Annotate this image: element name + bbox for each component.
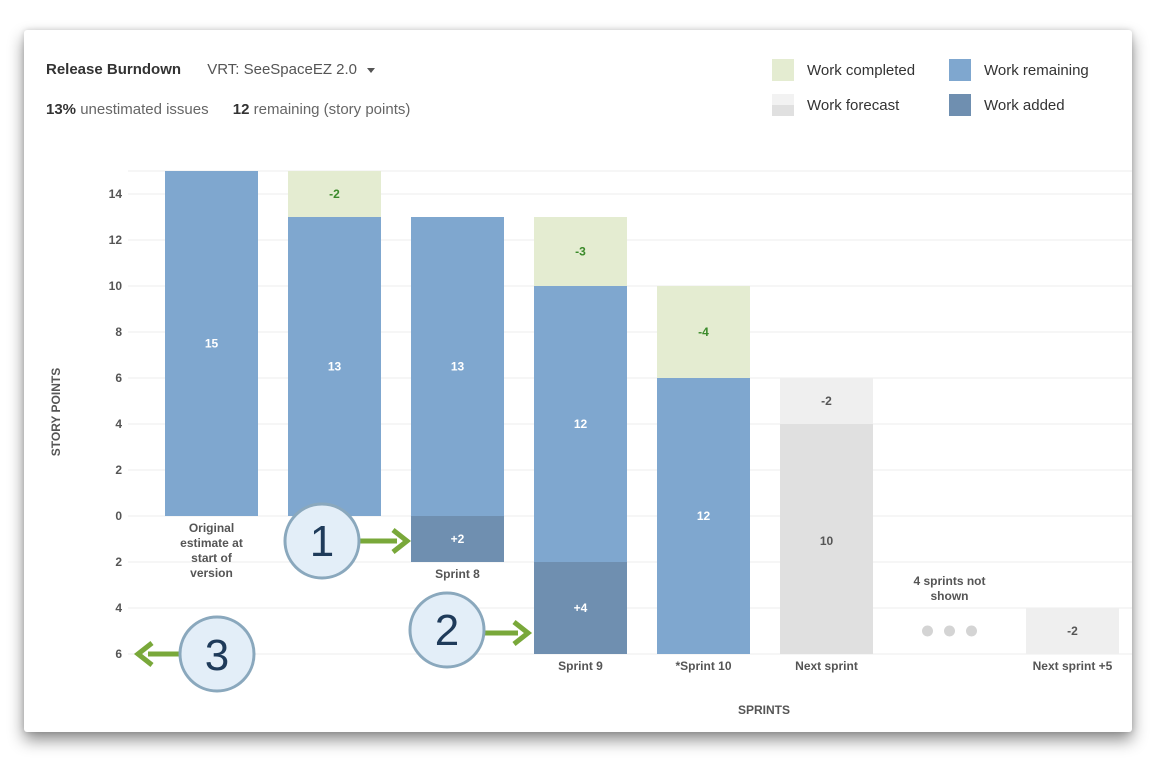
- callout-number-3: 3: [205, 631, 229, 680]
- legend-work-forecast: Work forecast: [772, 94, 899, 116]
- bar-value-label: -4: [698, 325, 709, 339]
- report-title: Release Burndown: [46, 61, 182, 78]
- bar-value-label: 12: [574, 417, 588, 431]
- bar-completed: [534, 217, 627, 286]
- version-selector[interactable]: VRT: SeeSpaceEZ 2.0: [207, 61, 358, 78]
- bar-value-label: -2: [1067, 624, 1078, 638]
- legend-label-remaining: Work remaining: [984, 61, 1089, 79]
- legend-swatch-added: [949, 94, 971, 116]
- legend-swatch-forecast: [772, 94, 794, 116]
- unestimated-percent: 13%: [46, 101, 77, 118]
- legend-label-completed: Work completed: [807, 61, 916, 79]
- bar-value-label: +2: [451, 532, 465, 546]
- x-category-label: Next sprint +5: [1033, 659, 1113, 673]
- x-category-label: Original: [189, 521, 234, 535]
- y-tick-label: 2: [115, 463, 122, 477]
- x-category-label: Sprint 9: [558, 659, 603, 673]
- bar-remaining: [411, 217, 504, 516]
- bar-value-label: -2: [329, 187, 340, 201]
- bar-remaining: [165, 171, 258, 516]
- bar-value-label: 15: [205, 337, 219, 351]
- bar-remaining: [534, 286, 627, 516]
- chevron-down-icon[interactable]: [367, 67, 376, 73]
- x-category-label: start of: [191, 551, 233, 565]
- report-title-row: Release Burndown VRT: SeeSpaceEZ 2.0: [46, 61, 376, 78]
- bar-value-label: -2: [821, 394, 832, 408]
- bar-forecast: [780, 516, 873, 654]
- remaining-label: remaining (story points): [253, 101, 411, 118]
- bar-remaining: [534, 516, 627, 562]
- bar-completed: [288, 171, 381, 217]
- bar-value-label: 13: [451, 360, 465, 374]
- callout-circle: [283, 502, 361, 580]
- callout-circle: [408, 591, 486, 669]
- legend-work-added: Work added: [949, 94, 1065, 116]
- y-tick-label: 6: [115, 371, 122, 385]
- x-axis-title: SPRINTS: [738, 703, 790, 717]
- callout-arrow: [391, 528, 412, 554]
- callout-arrow: [512, 620, 533, 646]
- x-category-label: Sprint 8: [435, 567, 480, 581]
- callout-number-1: 1: [310, 517, 334, 566]
- bar-completed: [657, 286, 750, 378]
- y-tick-label: 8: [115, 325, 122, 339]
- legend-work-remaining: Work remaining: [949, 59, 1089, 81]
- bar-value-label: 10: [820, 534, 834, 548]
- callout-circle: [178, 615, 256, 693]
- bar-value-label: 13: [328, 360, 342, 374]
- x-category-label: Next sprint: [795, 659, 858, 673]
- y-tick-label: 14: [109, 187, 123, 201]
- legend-label-forecast: Work forecast: [807, 96, 900, 114]
- bar-value-label: -3: [575, 245, 586, 259]
- callout-arrow: [133, 641, 154, 667]
- bar-forecast-completed: [780, 378, 873, 424]
- callout-number-2: 2: [435, 606, 459, 655]
- bar-forecast-completed: [1026, 608, 1119, 654]
- bar-remaining: [288, 217, 381, 516]
- x-category-label: version: [190, 566, 233, 580]
- legend-swatch-remaining: [949, 59, 971, 81]
- y-tick-label: 10: [109, 279, 123, 293]
- y-tick-label: 4: [115, 417, 122, 431]
- remaining-value: 12: [232, 101, 250, 118]
- legend-swatch-completed: [772, 59, 794, 81]
- unestimated-label: unestimated issues: [80, 101, 209, 118]
- y-tick-label: 0: [115, 509, 122, 523]
- legend-work-completed: Work completed: [772, 59, 915, 81]
- y-tick-label: 2: [115, 555, 122, 569]
- more-sprints-dot: [922, 625, 933, 637]
- bar-added: [534, 562, 627, 654]
- bar-remaining: [657, 516, 750, 654]
- bar-added: [411, 516, 504, 562]
- stats-row: 13% unestimated issues 12 remaining (sto…: [46, 101, 410, 118]
- more-sprints-dot: [966, 625, 977, 637]
- y-tick-label: 12: [109, 233, 123, 247]
- bar-remaining: [657, 378, 750, 516]
- y-axis-title: STORY POINTS: [49, 368, 63, 456]
- x-category-label: estimate at: [180, 536, 243, 550]
- bar-value-label: 12: [697, 509, 711, 523]
- y-tick-label: 4: [115, 601, 122, 615]
- more-sprints-dot: [944, 625, 955, 637]
- legend-label-added: Work added: [984, 96, 1065, 114]
- bar-forecast: [780, 424, 873, 516]
- x-category-label: shown: [931, 589, 969, 603]
- bar-value-label: +4: [574, 601, 588, 615]
- x-category-label: 4 sprints not: [913, 574, 985, 588]
- y-tick-label: 6: [115, 647, 122, 661]
- x-category-label: *Sprint 10: [675, 659, 731, 673]
